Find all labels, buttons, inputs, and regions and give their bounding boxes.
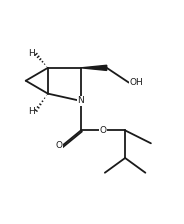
Text: O: O [55,141,62,150]
Text: H: H [28,108,35,116]
Text: O: O [100,126,107,135]
Text: OH: OH [129,78,143,87]
Polygon shape [81,65,107,70]
Text: N: N [78,97,84,106]
Text: H: H [28,49,35,58]
